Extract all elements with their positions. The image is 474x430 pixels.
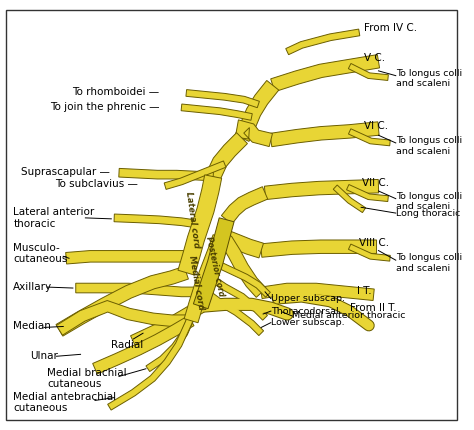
Text: Medial cord: Medial cord — [187, 254, 205, 310]
Polygon shape — [181, 104, 252, 120]
Polygon shape — [235, 80, 279, 141]
Text: Thoracodorsal: Thoracodorsal — [271, 307, 338, 316]
Polygon shape — [178, 175, 222, 275]
Text: Lateral cord: Lateral cord — [183, 191, 201, 249]
Text: To rhomboidei —: To rhomboidei — — [72, 87, 159, 97]
Text: V C.: V C. — [364, 53, 385, 63]
Text: To join the phrenic —: To join the phrenic — — [50, 102, 159, 112]
Polygon shape — [217, 231, 266, 298]
Polygon shape — [333, 185, 365, 212]
Polygon shape — [119, 169, 213, 181]
Polygon shape — [209, 275, 267, 320]
Polygon shape — [114, 214, 201, 228]
Text: Medial brachial
cutaneous: Medial brachial cutaneous — [47, 368, 127, 389]
Text: Ulnar: Ulnar — [31, 351, 58, 361]
Text: Lower subscap.: Lower subscap. — [271, 318, 345, 327]
Text: To longus colli
and scaleni: To longus colli and scaleni — [396, 192, 462, 211]
Polygon shape — [193, 218, 234, 309]
Polygon shape — [66, 251, 191, 264]
Polygon shape — [264, 179, 379, 200]
Polygon shape — [203, 289, 264, 335]
Polygon shape — [130, 301, 204, 348]
Polygon shape — [261, 240, 376, 257]
Text: I T.: I T. — [357, 286, 372, 296]
Text: Axillary: Axillary — [13, 282, 53, 292]
Text: Medial antebrachial
cutaneous: Medial antebrachial cutaneous — [13, 392, 117, 413]
Polygon shape — [348, 129, 390, 146]
Text: VII C.: VII C. — [362, 178, 389, 188]
Text: Medial anterior thoracic: Medial anterior thoracic — [292, 311, 405, 320]
Text: Suprascapular —: Suprascapular — — [20, 167, 109, 177]
Text: Median: Median — [13, 320, 51, 331]
Polygon shape — [348, 64, 388, 80]
Text: To longus colli
and scaleni: To longus colli and scaleni — [396, 69, 462, 88]
Polygon shape — [214, 260, 270, 297]
Polygon shape — [76, 283, 206, 297]
Polygon shape — [108, 303, 199, 410]
Text: Radial: Radial — [110, 340, 143, 350]
Text: Musculo-
cutaneous: Musculo- cutaneous — [13, 243, 68, 264]
Polygon shape — [186, 89, 259, 108]
Polygon shape — [184, 235, 227, 323]
Polygon shape — [346, 184, 388, 202]
Text: Posterior cord: Posterior cord — [204, 235, 226, 297]
Polygon shape — [286, 29, 360, 55]
Text: VI C.: VI C. — [364, 121, 388, 131]
Text: To longus colli
and scaleni: To longus colli and scaleni — [396, 253, 462, 273]
Polygon shape — [271, 55, 380, 92]
Text: To longus colli
and scaleni: To longus colli and scaleni — [396, 136, 462, 156]
Text: Long thoracic: Long thoracic — [396, 209, 460, 218]
Polygon shape — [206, 133, 247, 180]
Text: Upper subscap.: Upper subscap. — [271, 294, 345, 303]
Polygon shape — [93, 316, 194, 374]
Polygon shape — [235, 120, 273, 147]
Polygon shape — [260, 283, 374, 301]
Text: Lateral anterior
thoracic: Lateral anterior thoracic — [13, 207, 94, 229]
Polygon shape — [270, 122, 379, 147]
Polygon shape — [146, 303, 199, 372]
Text: From II T.: From II T. — [350, 303, 396, 313]
Polygon shape — [56, 266, 188, 336]
Polygon shape — [221, 187, 268, 224]
Polygon shape — [164, 161, 226, 189]
Text: From IV C.: From IV C. — [364, 23, 417, 33]
Text: To subclavius —: To subclavius — — [55, 179, 138, 189]
Polygon shape — [219, 230, 264, 258]
Text: VIII C.: VIII C. — [359, 238, 389, 248]
Polygon shape — [348, 244, 390, 261]
Polygon shape — [56, 301, 191, 335]
